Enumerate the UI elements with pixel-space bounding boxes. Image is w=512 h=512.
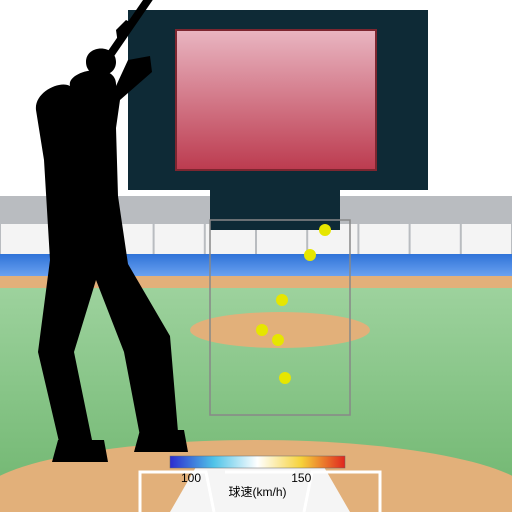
pitch-marker	[272, 334, 284, 346]
pitch-marker	[279, 372, 291, 384]
speed-colorbar	[170, 456, 345, 468]
pitch-marker	[256, 324, 268, 336]
scoreboard-support	[210, 190, 340, 230]
pitch-marker	[304, 249, 316, 261]
colorbar-tick-label: 150	[291, 471, 311, 485]
pitch-marker	[319, 224, 331, 236]
pitch-marker	[276, 294, 288, 306]
colorbar-tick-label: 100	[181, 471, 201, 485]
colorbar-axis-label: 球速(km/h)	[229, 485, 287, 499]
scoreboard-screen	[176, 30, 376, 170]
